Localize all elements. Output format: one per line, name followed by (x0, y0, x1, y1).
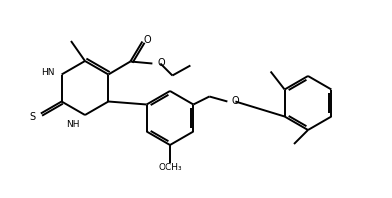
Text: NH: NH (67, 120, 80, 129)
Text: O: O (157, 57, 165, 68)
Text: O: O (231, 95, 239, 106)
Text: HN: HN (41, 68, 54, 77)
Text: O: O (143, 34, 151, 45)
Text: S: S (30, 111, 36, 122)
Text: OCH₃: OCH₃ (158, 164, 182, 172)
